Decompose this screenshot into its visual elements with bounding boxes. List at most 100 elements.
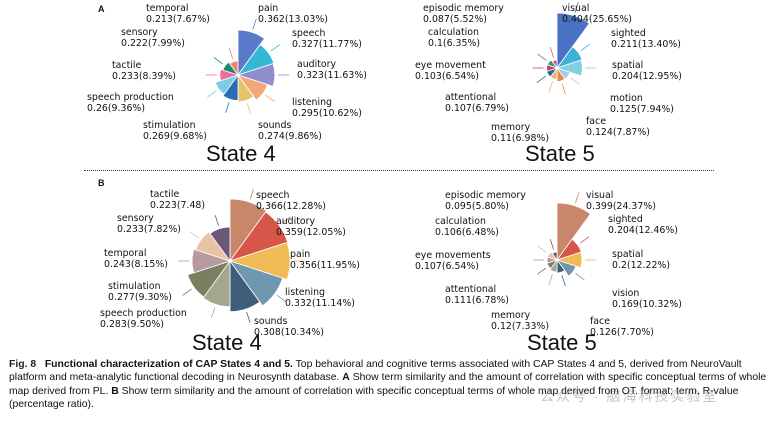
pie-slice-sighted [555,46,583,69]
slice-value-speech-production: 0.26(9.36%) [87,103,145,114]
pie-slice-auditory [228,211,289,262]
slice-value-sensory: 0.233(7.82%) [117,224,181,235]
slice-label-calculation: calculation [435,216,486,227]
slice-label-auditory: auditory [297,59,337,70]
panel-divider [84,170,714,171]
pie-slice-attentional [546,67,559,78]
chart-title-a-state4: State 4 [206,141,276,166]
slice-value-auditory: 0.359(12.05%) [276,227,346,238]
slice-value-calculation: 0.1(6.35%) [428,38,480,49]
slice-value-spatial: 0.204(12.95%) [612,71,682,82]
slice-label-vision: vision [612,288,639,299]
pie-slice-stimulation [222,73,239,102]
slice-value-speech-production: 0.283(9.50%) [100,319,164,330]
slice-value-stimulation: 0.277(9.30%) [108,292,172,303]
pie-slice-face [556,258,566,274]
slice-value-episodic-memory: 0.095(5.80%) [445,201,509,212]
slice-label-episodic-memory: episodic memory [445,190,526,201]
figure-caption: Fig. 8 Functional characterization of CA… [9,358,767,412]
leader-line-listening [276,294,287,303]
pie-slice-speech [229,198,267,263]
caption-text-1: Top behavioral and cognitive terms assoc… [9,359,742,384]
leader-line-episodic-memory [549,238,554,250]
pie-slice-spatial [555,251,583,269]
slice-value-speech: 0.366(12.28%) [256,201,326,212]
pie-chart-a-state5: visual 0.404(25.65%) sighted 0.211(13.40%) s… [390,0,773,175]
leader-line-pain [252,18,257,30]
slice-value-episodic-memory: 0.087(5.52%) [423,14,487,25]
slice-label-pain: pain [290,249,310,260]
caption-bold-b: B [111,385,119,397]
leader-line-episodic-memory [549,46,554,58]
chart-title-b-state4: State 4 [192,330,262,355]
slice-label-temporal: temporal [104,248,146,259]
slice-label-speech-production: speech production [100,308,187,319]
pie-slice-speech-production [202,259,231,308]
slice-label-speech-production: speech production [87,92,174,103]
slice-value-attentional: 0.107(6.79%) [445,103,509,114]
slice-value-face: 0.124(7.87%) [586,127,650,138]
pie-slice-visual [556,12,590,70]
leader-line-auditory [281,216,291,224]
slice-value-sounds: 0.308(10.34%) [254,327,324,338]
leader-line-sighted [579,236,590,244]
slice-label-listening: listening [285,287,325,298]
slice-value-sounds: 0.274(9.86%) [258,131,322,142]
slice-label-temporal: temporal [146,3,188,14]
caption-fig-number: Fig. 8 [9,359,37,370]
slice-value-sighted: 0.204(12.46%) [608,225,678,236]
leader-line-visual [575,192,580,204]
leader-line-speech-production [211,307,216,318]
pie-slice-tactile [209,226,231,263]
pie-slice-temporal [229,60,239,77]
pie-slice-tactile [219,68,240,82]
pie-slice-episodic-memory [551,59,558,70]
slice-value-sighted: 0.211(13.40%) [611,39,681,50]
pie-slice-stimulation [187,260,232,298]
pie-slice-auditory [236,63,276,87]
slice-label-speech: speech [256,190,290,201]
slice-label-visual: visual [562,3,589,14]
leader-line-sensory [189,231,199,239]
slice-value-eye-movements: 0.107(6.54%) [415,261,479,272]
slice-value-stimulation: 0.269(9.68%) [143,131,207,142]
pie-slice-sighted [555,238,582,261]
slice-label-speech: speech [292,28,326,39]
leader-line-stimulation [182,288,192,296]
slice-value-motion: 0.125(7.94%) [610,104,674,115]
pie-slice-visual [556,202,592,262]
slice-label-attentional: attentional [445,284,496,295]
slice-value-spatial: 0.2(12.22%) [612,260,670,271]
slice-label-sounds: sounds [258,120,291,131]
slice-value-speech: 0.327(11.77%) [292,39,362,50]
slice-value-tactile: 0.223(7.48) [150,200,205,211]
leader-line-vision [575,273,585,281]
slice-value-calculation: 0.106(6.48%) [435,227,499,238]
slice-label-memory: memory [491,310,531,321]
pie-slice-pain [237,29,266,77]
slice-value-vision: 0.169(10.32%) [612,299,682,310]
slice-label-listening: listening [292,97,332,108]
leader-line-attentional [536,267,547,275]
slice-label-stimulation: stimulation [143,120,196,131]
slice-label-eye-movement: eye movement [415,60,486,71]
slice-value-temporal: 0.243(8.15%) [104,259,168,270]
pie-slice-episodic-memory [551,251,558,262]
slice-label-stimulation: stimulation [108,281,161,292]
pie-slice-face [556,66,566,82]
slice-value-memory: 0.11(6.98%) [491,133,549,144]
pie-slice-temporal [191,248,232,274]
pie-slice-sensory [195,231,232,262]
slice-value-temporal: 0.213(7.67%) [146,14,210,25]
pie-slice-sounds [229,259,261,313]
leader-line-temporal [228,48,234,59]
pie-slice-listening [236,74,269,101]
slice-label-memory: memory [491,122,531,133]
slice-label-sighted: sighted [611,28,646,39]
slice-label-pain: pain [258,3,278,14]
slice-label-spatial: spatial [612,60,643,71]
